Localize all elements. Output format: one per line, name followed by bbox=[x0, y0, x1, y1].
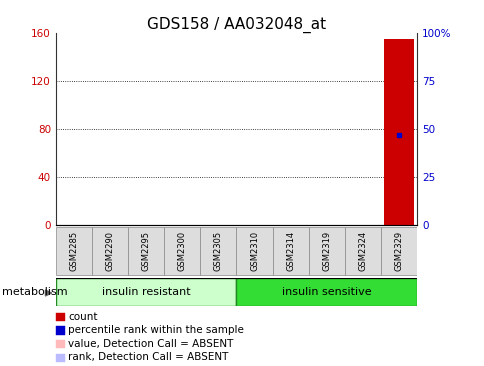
Text: GSM2310: GSM2310 bbox=[249, 231, 258, 271]
Text: value, Detection Call = ABSENT: value, Detection Call = ABSENT bbox=[68, 339, 233, 349]
Text: rank, Detection Call = ABSENT: rank, Detection Call = ABSENT bbox=[68, 352, 228, 362]
Bar bbox=[383, 39, 413, 225]
Text: GSM2324: GSM2324 bbox=[358, 231, 367, 271]
Text: count: count bbox=[68, 311, 97, 322]
Text: metabolism: metabolism bbox=[2, 287, 68, 297]
Text: insulin sensitive: insulin sensitive bbox=[281, 287, 371, 297]
Bar bbox=[128, 227, 164, 275]
Text: GSM2314: GSM2314 bbox=[286, 231, 295, 271]
Bar bbox=[344, 227, 380, 275]
Text: GSM2285: GSM2285 bbox=[69, 231, 78, 271]
Bar bbox=[308, 227, 344, 275]
Bar bbox=[272, 227, 308, 275]
Bar bbox=[164, 227, 200, 275]
Text: GSM2305: GSM2305 bbox=[213, 231, 223, 271]
Text: GSM2300: GSM2300 bbox=[177, 231, 186, 271]
Text: percentile rank within the sample: percentile rank within the sample bbox=[68, 325, 243, 335]
Bar bbox=[236, 278, 416, 306]
Bar bbox=[380, 227, 416, 275]
Bar bbox=[56, 278, 236, 306]
Bar bbox=[200, 227, 236, 275]
Text: GSM2290: GSM2290 bbox=[105, 231, 114, 271]
Bar bbox=[92, 227, 128, 275]
Text: GSM2329: GSM2329 bbox=[393, 231, 403, 271]
Bar bbox=[56, 227, 92, 275]
Text: GSM2319: GSM2319 bbox=[321, 231, 331, 271]
Bar bbox=[236, 227, 272, 275]
Text: GSM2295: GSM2295 bbox=[141, 231, 151, 271]
Text: insulin resistant: insulin resistant bbox=[102, 287, 190, 297]
Title: GDS158 / AA032048_at: GDS158 / AA032048_at bbox=[147, 17, 325, 33]
